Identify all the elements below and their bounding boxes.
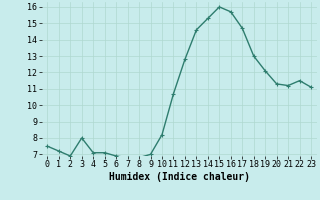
X-axis label: Humidex (Indice chaleur): Humidex (Indice chaleur) (109, 172, 250, 182)
